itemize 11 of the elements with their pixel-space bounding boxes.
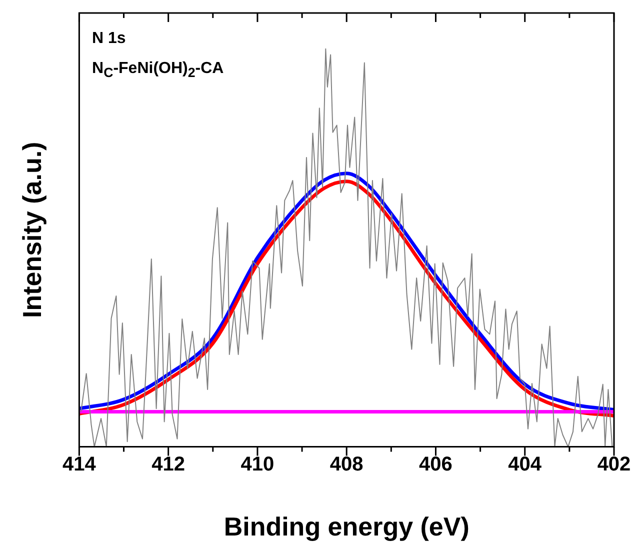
text: N 1s	[92, 29, 127, 49]
y-axis-title: Intensity (a.u.)	[16, 142, 47, 318]
x-tick-label: 404	[508, 453, 542, 476]
x-tick-label: 412	[152, 453, 186, 476]
annotation: N$_{C}$-FeNi(OH)$_{2}$-CA	[92, 59, 224, 82]
x-tick-label: 402	[597, 453, 631, 476]
x-axis-title: Binding energy (eV)	[224, 512, 470, 542]
x-tick-label: 406	[419, 453, 452, 476]
x-tick-label: 408	[330, 453, 364, 476]
x-tick-label: 410	[240, 453, 274, 476]
x-tick-label: 414	[62, 453, 97, 476]
